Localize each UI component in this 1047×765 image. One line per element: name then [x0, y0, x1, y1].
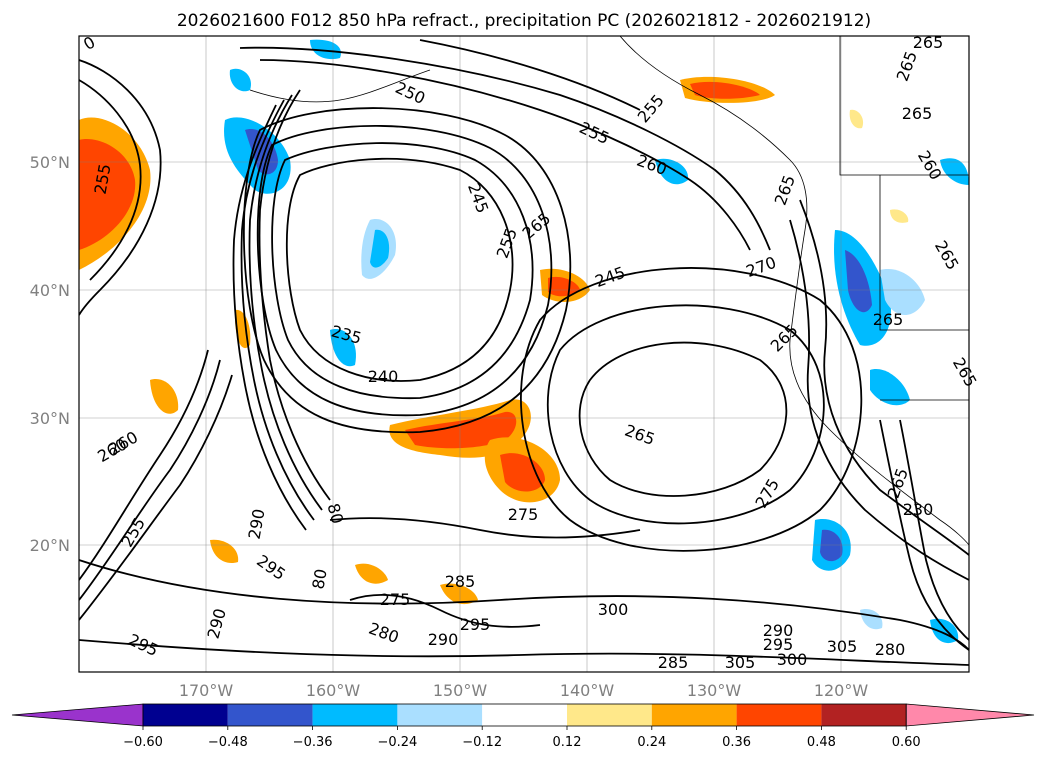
chart-title: 2026021600 F012 850 hPa refract., precip…: [177, 11, 871, 31]
contour-label: 275: [508, 505, 539, 524]
lon-tick-120w: 120°W: [814, 681, 869, 700]
lon-tick-140w: 140°W: [560, 681, 615, 700]
contour-label: 305: [725, 653, 756, 672]
colorbar-segment: [312, 704, 398, 726]
lat-ticks: 50°N 40°N 30°N 20°N: [30, 153, 70, 555]
contour-label: 285: [658, 653, 689, 672]
map-content: [79, 36, 969, 672]
lat-tick-30: 30°N: [30, 409, 70, 428]
colorbar-tick-label: 0.12: [553, 735, 582, 750]
colorbar-segment: [821, 704, 907, 726]
map-background: [79, 36, 969, 672]
coastlines: [249, 36, 969, 546]
lat-tick-20: 20°N: [30, 536, 70, 555]
precip-fills: [79, 39, 969, 644]
graticule: [79, 36, 969, 672]
colorbar-tick-label: 0.36: [722, 735, 751, 750]
contour-label: 305: [827, 637, 858, 656]
map-frame: [78, 35, 970, 673]
contour-label: 300: [598, 600, 629, 619]
colorbar-tick-label: −0.48: [208, 735, 248, 750]
colorbar-tick-label: −0.12: [462, 735, 502, 750]
colorbar-extend-high: [905, 703, 1035, 727]
contour-label: 290: [428, 630, 459, 649]
contour-label: 80: [324, 501, 348, 526]
colorbar-segment: [143, 704, 228, 726]
contour-label: 230: [903, 500, 934, 519]
colorbar-segment: [482, 704, 567, 726]
lon-tick-130w: 130°W: [687, 681, 742, 700]
lon-tick-150w: 150°W: [433, 681, 488, 700]
lon-tick-160w: 160°W: [306, 681, 361, 700]
contour-label: 295: [763, 635, 794, 654]
contour-label: 290: [763, 621, 794, 640]
lat-tick-40: 40°N: [30, 281, 70, 300]
colorbar-extend-low: [11, 703, 144, 727]
colorbar-segment: [651, 704, 737, 726]
colorbar-tick-label: −0.24: [377, 735, 417, 750]
contour-label: 300: [777, 650, 808, 669]
contour-label: 240: [368, 367, 399, 386]
contour-label: 295: [460, 615, 491, 634]
contour-label: 80: [308, 567, 330, 590]
contour-label: 280: [875, 640, 906, 659]
colorbar-frame: [142, 703, 907, 727]
colorbar-segment: [227, 704, 313, 726]
colorbar-tick-label: −0.60: [123, 735, 163, 750]
colorbar-tick-label: −0.36: [293, 735, 333, 750]
colorbar-tick-label: 0.24: [637, 735, 666, 750]
colorbar-segment: [567, 704, 652, 726]
colorbar-segment: [736, 704, 822, 726]
lat-tick-50: 50°N: [30, 153, 70, 172]
lon-ticks: 170°W 160°W 150°W 140°W 130°W 120°W: [179, 681, 869, 700]
colorbar-tick-label: 0.48: [807, 735, 836, 750]
lon-tick-170w: 170°W: [179, 681, 234, 700]
contour-label: 285: [445, 572, 476, 591]
colorbar-tick-label: 0.60: [892, 735, 921, 750]
contour-label: 275: [380, 590, 411, 609]
contours: [79, 39, 969, 666]
colorbar: −0.60 −0.48 −0.36 −0.24 −0.12 0.12 0.24 0.36 0.4…: [11, 703, 1035, 750]
contour-label: 265: [902, 104, 933, 123]
colorbar-segment: [397, 704, 483, 726]
contour-label: 265: [913, 33, 944, 52]
contour-label: 265: [873, 310, 904, 329]
